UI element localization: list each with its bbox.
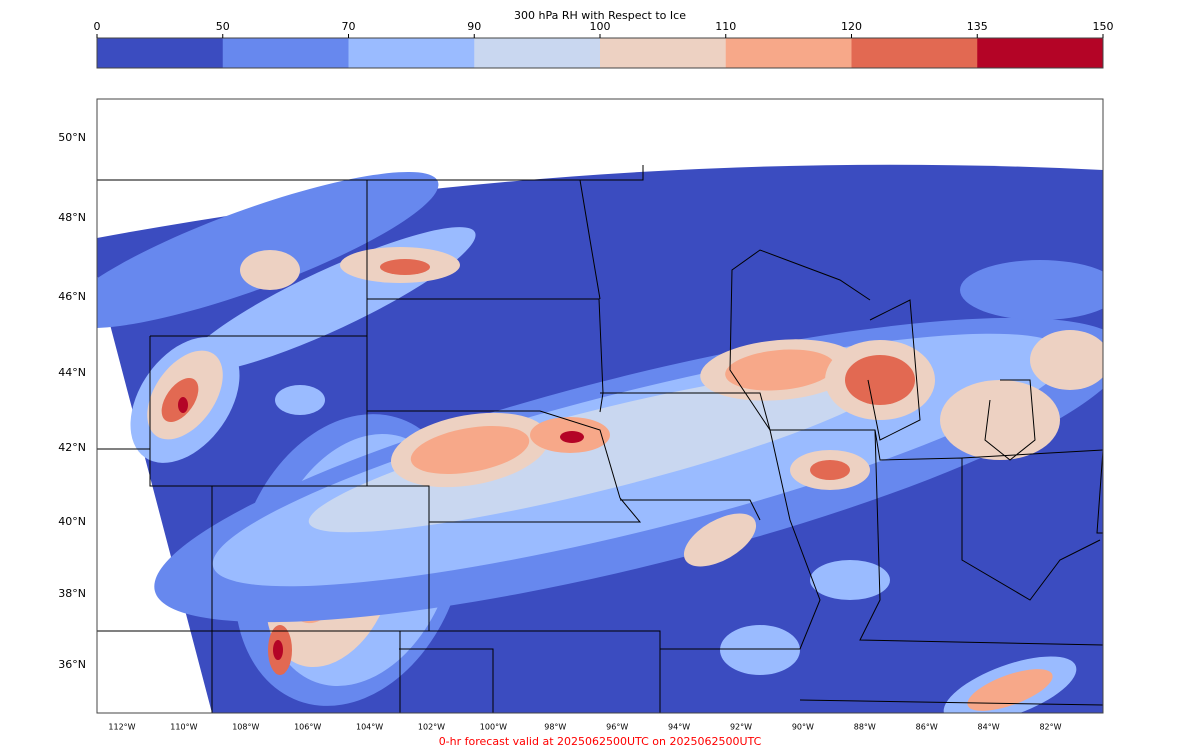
rh-field (97, 171, 1103, 713)
map-field (97, 164, 1103, 713)
rh-region (178, 397, 188, 413)
rh-region (1030, 330, 1103, 390)
lat-label: 40°N (58, 515, 86, 528)
lon-label: 84°W (978, 723, 1000, 732)
colorbar-tick-label: 100 (590, 20, 611, 33)
lon-label: 98°W (544, 723, 566, 732)
rh-region (810, 560, 890, 600)
rh-region (845, 355, 915, 405)
lat-label: 42°N (58, 441, 86, 454)
lon-label: 108°W (232, 723, 259, 732)
colorbar-tick-label: 110 (715, 20, 736, 33)
colorbar-tick-label: 120 (841, 20, 862, 33)
rh-region (240, 250, 300, 290)
lon-label: 104°W (356, 723, 383, 732)
lon-label: 92°W (730, 723, 752, 732)
title: 300 hPa RH with Respect to Ice (514, 9, 686, 22)
rh-region (810, 460, 850, 480)
colorbar-segment (97, 38, 224, 68)
rh-region (273, 640, 283, 660)
rh-region (275, 385, 325, 415)
lat-label: 38°N (58, 587, 86, 600)
lat-label: 36°N (58, 658, 86, 671)
colorbar-segment (851, 38, 978, 68)
lon-label: 100°W (480, 723, 507, 732)
rh-region (720, 625, 800, 675)
rh-region (308, 367, 892, 533)
lon-label: 86°W (916, 723, 938, 732)
colorbar-segment (600, 38, 727, 68)
rh-region (960, 260, 1103, 320)
lat-label: 46°N (58, 290, 86, 303)
lon-label: 112°W (108, 723, 135, 732)
colorbar-tick-label: 150 (1093, 20, 1114, 33)
lat-label: 50°N (58, 131, 86, 144)
lat-label: 44°N (58, 366, 86, 379)
rh-region (940, 380, 1060, 460)
rh-region (410, 425, 530, 475)
colorbar-tick-label: 70 (342, 20, 356, 33)
lon-label: 106°W (294, 723, 321, 732)
footer: 0-hr forecast valid at 2025062500UTC on … (439, 735, 762, 748)
lon-label: 88°W (854, 723, 876, 732)
rh-region (560, 431, 584, 443)
colorbar-segment (348, 38, 475, 68)
colorbar: 0 50 70 90 100 110 120 135 150 (94, 20, 1114, 69)
colorbar-segment (474, 38, 601, 68)
map-frame (96, 98, 1104, 714)
lon-label: 96°W (606, 723, 628, 732)
rh-region (97, 171, 439, 329)
colorbar-tick-label: 0 (94, 20, 101, 33)
lon-label: 82°W (1039, 723, 1061, 732)
colorbar-segment (977, 38, 1104, 68)
axes-labels: 50°N 48°N 46°N 44°N 42°N 40°N 38°N 36°N 112°W 110… (58, 131, 1061, 732)
colorbar-segment (222, 38, 349, 68)
rh-region (725, 349, 835, 391)
lon-label: 94°W (668, 723, 690, 732)
lat-label: 48°N (58, 211, 86, 224)
lon-label: 102°W (418, 723, 445, 732)
lon-label: 110°W (170, 723, 197, 732)
rh-region (683, 513, 757, 567)
rh-region (380, 259, 430, 275)
rh-region (967, 669, 1053, 711)
colorbar-tick-label: 90 (467, 20, 481, 33)
colorbar-tick-label: 135 (967, 20, 988, 33)
colorbar-segment (725, 38, 852, 68)
lon-label: 90°W (792, 723, 814, 732)
state-borders (97, 165, 1103, 713)
colorbar-tick-label: 50 (216, 20, 230, 33)
